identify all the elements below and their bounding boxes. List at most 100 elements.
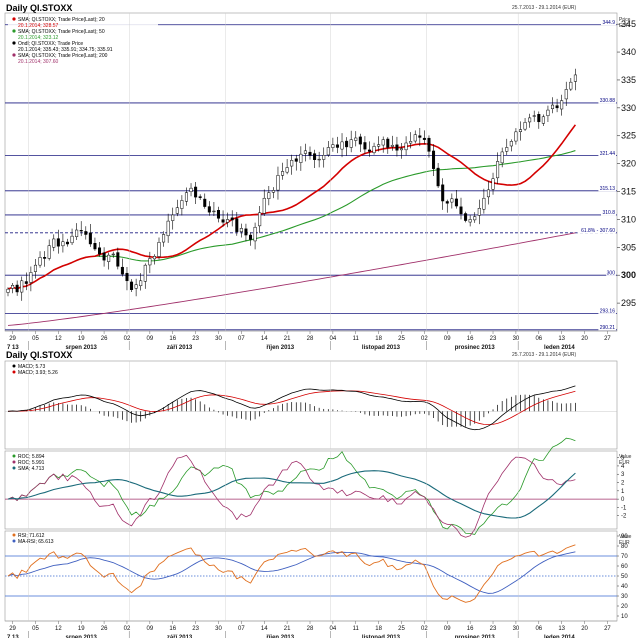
macd-panel [5,385,617,431]
price-day-label-19: 09 [444,336,451,342]
candle-body [249,234,253,240]
candle-body [226,219,230,223]
legend-marker-ma-rsi [12,539,16,543]
legend-marker-macd [12,364,16,368]
bottom-day-label-16: 18 [375,626,382,632]
candle-body [281,171,285,176]
candle-body [15,284,19,293]
candle [381,136,385,153]
candle [377,136,381,152]
candle-body [450,198,454,203]
candle [24,272,28,291]
price-label-line1: Price [619,17,631,23]
price-day-label-12: 21 [284,336,291,342]
candle-body [518,129,522,132]
rsi-panel: 10 20 30 40 50 60 70 80 90 [5,534,628,620]
bottom-day-label-24: 13 [558,626,565,632]
candle-body [299,153,303,163]
candle-body [546,109,550,116]
bottom-day-label-22: 30 [513,626,520,632]
candle-body [441,184,445,202]
candle [79,221,83,237]
candle [281,162,285,180]
candle-body [75,229,79,237]
legend-marker-roc2 [12,460,16,464]
candle-body [24,281,28,284]
legend-marker-sma50 [12,29,16,33]
rsi-ytick-label-0: 10 [621,614,628,620]
candle-body [125,272,129,282]
candle-body [560,100,564,110]
candle [98,241,102,257]
price-ytick-label-9: 340 [621,47,636,57]
level-label-bg-6 [606,270,616,276]
candle-body [372,146,376,153]
candle-body [555,105,559,109]
candle-body [93,243,97,250]
candle [107,252,111,270]
candle-body [194,186,198,198]
rsi-ytick-label-7: 80 [621,544,628,550]
candle [203,193,207,209]
candle [253,222,257,250]
candle [52,234,56,252]
candle-body [367,149,371,152]
candle-body [432,150,436,169]
price-day-label-24: 13 [558,336,565,342]
candle [221,210,225,227]
candle-body [267,192,271,200]
level-label-bg-5 [577,227,616,234]
price-day-label-2: 12 [55,336,62,342]
candle-body [377,144,381,147]
price-legend-box [8,15,158,63]
candle [363,136,367,154]
candle-body [203,198,207,207]
candle-body [152,255,156,260]
candle [427,135,431,158]
candle [61,233,65,253]
candle-body [294,158,298,162]
candle-body [262,197,266,214]
candle-body [491,178,495,190]
roc-legend: ROC; 5.894 ROC; 5.991 SMA; 4.713 [12,454,45,472]
candle-body [514,131,518,142]
candle [345,137,349,156]
legend-sma50-value: 20.1.2014; 323.12 [18,35,59,41]
legend-rsi: RSI; 71.612 [18,533,45,539]
price-day-label-20: 16 [467,336,474,342]
candle [486,181,490,205]
candle [11,283,15,294]
candle [491,172,495,195]
price-day-label-7: 16 [169,336,176,342]
roc-panel-frame [4,450,618,530]
price-month-label-3: listopad 2013 [362,345,401,351]
legend-macd-signal: MACD; 3.93; 5.26 [18,370,58,376]
price-ytick-label-2: 305 [621,242,636,252]
candle-body [422,137,426,140]
candle [436,162,440,189]
level-label-2: 321.44 [600,151,616,157]
price-label-line2: EUR [619,23,630,29]
candle-body [349,139,353,148]
rsi-ytick-label-2: 30 [621,594,628,600]
candle-body [303,150,307,154]
candle-body [523,122,527,130]
candle [38,251,42,268]
candle [20,276,24,301]
candle-body [537,114,541,123]
price-day-label-1: 05 [32,336,39,342]
candle-body [198,196,202,198]
candle-body [569,81,573,90]
level-label-5: 61.8% - 307.60 [581,228,615,234]
price-ytick-label-1: 300 [621,270,636,280]
candle [139,273,143,291]
legend-marker-ohlc [12,41,16,45]
candle-body [134,284,138,289]
bottom-day-label-4: 26 [101,626,108,632]
price-day-label-15: 11 [353,336,360,342]
level-label-7: 293.16 [600,309,616,315]
candle [367,141,371,157]
level-label-3: 315.13 [600,186,616,192]
legend-marker-sma200 [12,53,16,57]
candle [88,223,92,247]
